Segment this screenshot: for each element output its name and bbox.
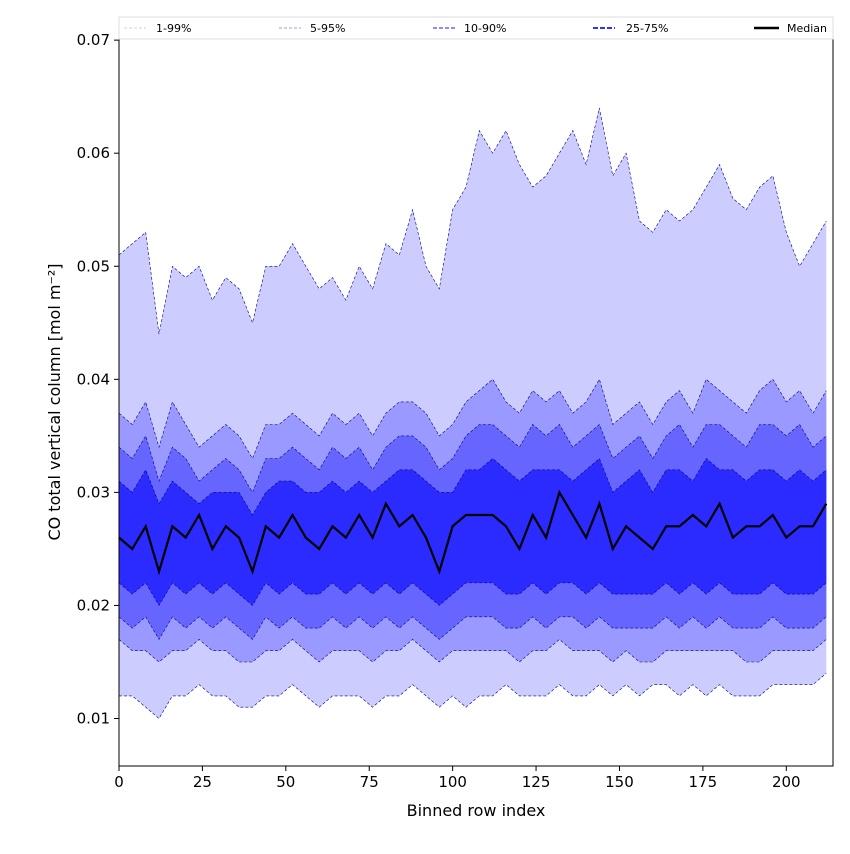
x-tick-label: 0 [114,773,124,791]
bands-layer [119,108,827,719]
band-25-75 [119,458,827,606]
x-tick-label: 125 [522,773,551,791]
line-p1 [119,673,827,719]
line-p95 [118,378,827,460]
legend: 1-99% 5-95% 10-90% 25-75% Median [118,16,834,40]
line-p25 [118,582,827,606]
legend-label-1-99: 1-99% [156,22,191,35]
edges-layer [118,107,828,719]
legend-box [118,16,834,40]
y-tick-label: 0.01 [77,710,110,728]
x-tick-label: 100 [438,773,467,791]
x-axis-label: Binned row index [407,801,546,820]
x-tick-label: 50 [276,773,295,791]
legend-label-10-90: 10-90% [464,22,506,35]
x-tick-label: 175 [689,773,718,791]
legend-label-25-75: 25-75% [626,22,668,35]
y-axis: 0.01 0.02 0.03 0.04 0.05 0.06 0.07 [77,31,119,728]
x-tick-label: 150 [605,773,634,791]
x-tick-label: 200 [772,773,801,791]
y-tick-label: 0.04 [77,370,110,388]
line-p5 [118,639,827,663]
y-tick-label: 0.03 [77,483,110,501]
line-p99 [118,107,827,335]
legend-label-5-95: 5-95% [310,22,345,35]
y-tick-label: 0.07 [77,31,110,49]
line-p90 [118,423,827,494]
line-median [118,489,828,576]
line-p10 [118,616,827,640]
y-tick-label: 0.06 [77,144,110,162]
y-axis-label: CO total vertical column [mol m⁻²] [45,263,64,540]
x-axis: 0 25 50 75 100 125 150 175 200 [114,766,801,791]
legend-label-median: Median [787,22,827,35]
y-tick-label: 0.02 [77,596,110,614]
x-tick-label: 75 [360,773,379,791]
y-tick-label: 0.05 [77,257,110,275]
x-tick-label: 25 [193,773,212,791]
